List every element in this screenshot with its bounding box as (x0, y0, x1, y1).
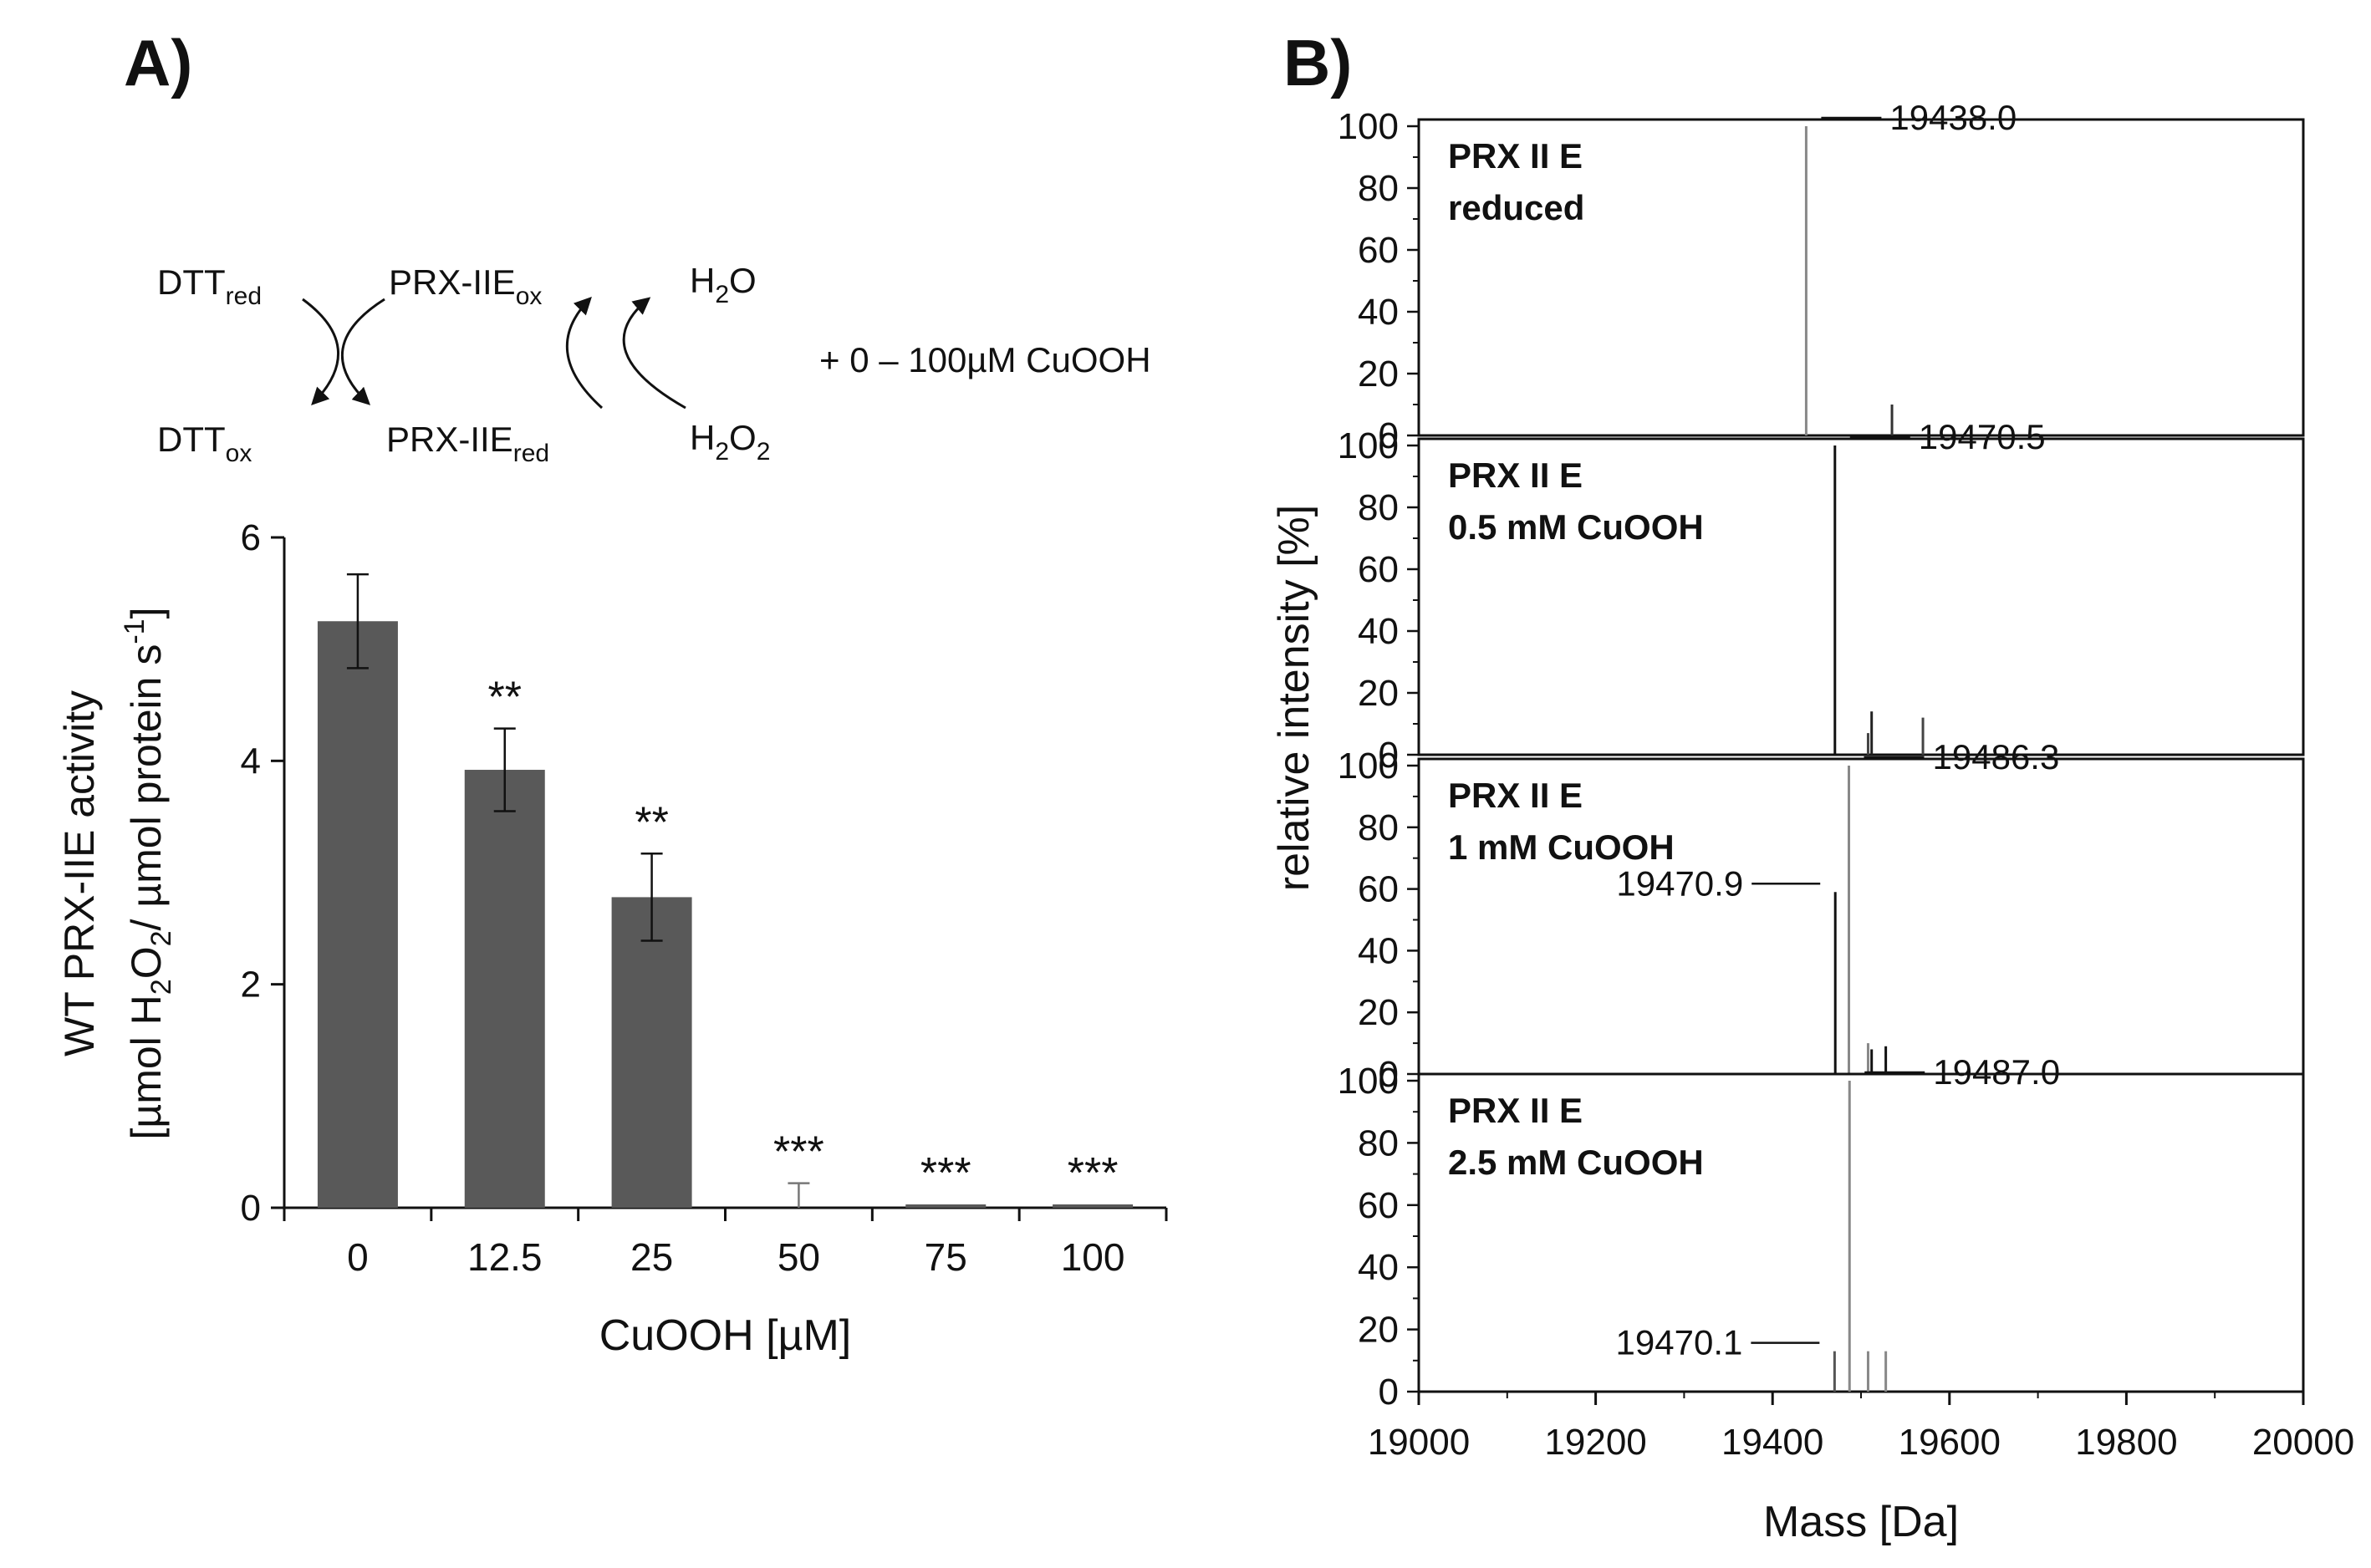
y-tick-label: 40 (1358, 1247, 1399, 1288)
y-tick-label: 60 (1358, 230, 1399, 271)
y-tick-label: 60 (1358, 1185, 1399, 1226)
y-tick-label: 60 (1358, 549, 1399, 590)
panel-title-line2: reduced (1448, 188, 1584, 227)
y-axis-title: relative intensity [%] (1270, 505, 1318, 891)
significance-label: *** (1068, 1149, 1119, 1198)
peak-annotation: 19438.0 (1889, 98, 2017, 137)
x-tick-label: 50 (778, 1235, 820, 1279)
panel-title-line2: 2.5 mM CuOOH (1448, 1143, 1704, 1182)
panel-b-label: B) (1283, 26, 1353, 99)
y-tick-label: 0 (241, 1188, 261, 1229)
panel-title-line2: 1 mM CuOOH (1448, 827, 1675, 867)
prx-red-text: PRX-IIEred (386, 420, 549, 467)
x-tick-label: 19800 (2075, 1422, 2177, 1463)
panel-title-line1: PRX II E (1448, 776, 1583, 815)
y-tick-label: 80 (1358, 1123, 1399, 1163)
panel-a-label: A) (124, 26, 193, 99)
reaction-scheme: DTTred DTTox PRX-IIEox PRX-IIEred H2O H2… (157, 261, 1151, 467)
y-tick-label: 0 (1379, 415, 1399, 456)
spectrum-panel: 0 20 40 60 80 100 PRX II E 0.5 mM CuOOH 19470.5 (1338, 417, 2305, 776)
panel-title-line1: PRX II E (1448, 456, 1583, 495)
x-tick-label: 0 (347, 1235, 369, 1279)
dtt-red-text: DTTred (157, 262, 262, 310)
h2o-cross-arc-1 (565, 296, 604, 410)
y-tick-label: 80 (1358, 487, 1399, 528)
h2o-cross-arc-2 (622, 297, 686, 410)
x-tick-label: 12.5 (467, 1235, 543, 1279)
addition-text: + 0 – 100µM CuOOH (819, 340, 1151, 379)
y-tick-label: 100 (1338, 1061, 1399, 1102)
x-axis-title: CuOOH [µM] (599, 1311, 852, 1360)
y-tick-label: 20 (1358, 1310, 1399, 1351)
dtt-ox-text: DTTox (157, 420, 252, 467)
panel-frame (1417, 118, 2305, 437)
panel-frame (1417, 437, 2305, 756)
spectrum-panel: 0 20 40 60 80 100 PRX II E reduced 19438.0 (1338, 98, 2305, 456)
y-axis-title-line2: [µmol H2O2/ µmol protein s-1] (119, 608, 177, 1140)
chart-a-activity: 0 2 4 6 0 12.5 ** 25 ** 50 *** 75 *** 100 *** CuOOH [µM… (56, 517, 1168, 1360)
significance-label: ** (488, 674, 522, 722)
y-tick-label: 40 (1358, 611, 1399, 652)
peak-annotation: 19470.9 (1616, 863, 1743, 903)
bar (611, 897, 692, 1208)
y-tick-label: 2 (241, 965, 261, 1005)
h2o-text: H2O (690, 261, 757, 308)
significance-label: *** (920, 1149, 971, 1198)
spectrum-panel: 0 20 40 60 80 100 PRX II E 1 mM CuOOH 19486.3 194… (1338, 737, 2305, 1095)
panel-title-line1: PRX II E (1448, 1091, 1583, 1130)
h2o2-text: H2O2 (690, 418, 770, 466)
peak-annotation: 19487.0 (1933, 1052, 2060, 1092)
y-tick-label: 40 (1358, 292, 1399, 333)
significance-label: *** (773, 1128, 824, 1177)
y-tick-label: 60 (1358, 869, 1399, 910)
peak-annotation: 19470.5 (1919, 417, 2046, 456)
panel-title-line2: 0.5 mM CuOOH (1448, 507, 1704, 547)
y-tick-label: 6 (241, 517, 261, 558)
y-tick-label: 0 (1379, 735, 1399, 776)
y-tick-label: 100 (1338, 425, 1399, 466)
y-tick-label: 100 (1338, 106, 1399, 147)
spectrum-panel: 0 20 40 60 80 100 PRX II E 2.5 mM CuOOH 19487.0 1… (1338, 1052, 2305, 1413)
peak-annotation: 19486.3 (1933, 737, 2060, 776)
y-tick-label: 100 (1338, 746, 1399, 787)
x-tick-label: 100 (1061, 1235, 1125, 1279)
y-tick-label: 40 (1358, 930, 1399, 971)
dtt-cross-arc-2 (340, 298, 385, 405)
x-tick-label: 25 (630, 1235, 673, 1279)
x-tick-label: 19200 (1544, 1422, 1646, 1463)
x-axis-title: Mass [Da] (1763, 1498, 1959, 1546)
x-tick-label: 75 (925, 1235, 967, 1279)
chart-b-mass-spectra: 0 20 40 60 80 100 PRX II E reduced 19438.0 0 20 40 6… (1270, 98, 2354, 1546)
significance-label: ** (635, 798, 668, 847)
dtt-cross-arc-1 (302, 298, 340, 406)
y-tick-label: 80 (1358, 168, 1399, 209)
y-tick-label: 80 (1358, 807, 1399, 848)
y-tick-label: 20 (1358, 354, 1399, 395)
y-tick-label: 20 (1358, 992, 1399, 1033)
x-tick-label: 19000 (1368, 1422, 1470, 1463)
y-axis-title-line1: WT PRX-IIE activity (56, 690, 103, 1056)
bar (317, 621, 398, 1208)
bar (464, 770, 545, 1208)
x-tick-label: 19600 (1899, 1422, 2001, 1463)
prx-ox-text: PRX-IIEox (389, 262, 542, 310)
y-axis-title: WT PRX-IIE activity [µmol H2O2/ µmol prot… (56, 608, 177, 1140)
peak-annotation: 19470.1 (1616, 1323, 1743, 1362)
x-tick-label: 19400 (1721, 1422, 1823, 1463)
bar (1053, 1204, 1134, 1208)
y-tick-label: 0 (1379, 1054, 1399, 1095)
y-tick-label: 0 (1379, 1372, 1399, 1413)
y-tick-label: 4 (241, 741, 261, 781)
panel-title-line1: PRX II E (1448, 136, 1583, 176)
bar (905, 1204, 987, 1208)
x-tick-label: 20000 (2252, 1422, 2354, 1463)
y-tick-label: 20 (1358, 673, 1399, 714)
